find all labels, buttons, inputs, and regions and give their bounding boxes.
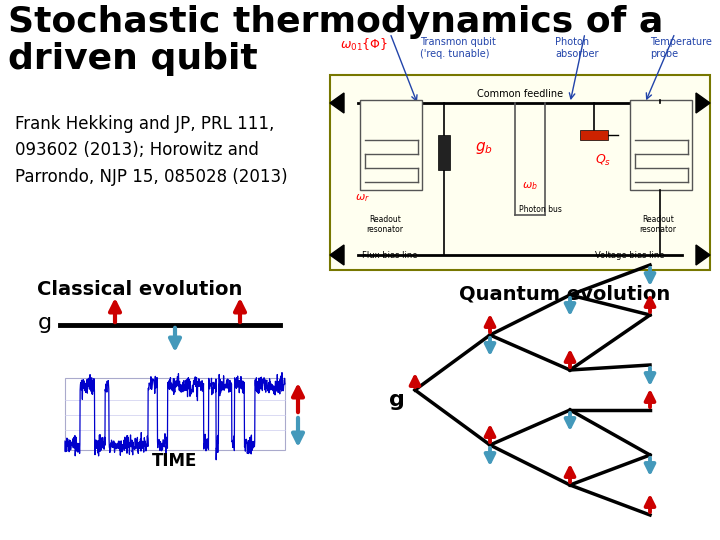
Bar (330, 75, 710, 270)
Bar (630, 100, 692, 190)
Text: Common feedline: Common feedline (477, 89, 563, 99)
Polygon shape (330, 245, 344, 265)
Text: Transmon qubit
('req. tunable): Transmon qubit ('req. tunable) (420, 37, 496, 59)
Polygon shape (330, 93, 344, 113)
Bar (65, 378, 285, 450)
Bar (360, 100, 422, 190)
Text: $\omega_b$: $\omega_b$ (522, 180, 538, 192)
Text: Readout
resonator: Readout resonator (639, 215, 677, 234)
Text: Readout
resonator: Readout resonator (366, 215, 403, 234)
Text: Quantum evolution: Quantum evolution (459, 285, 670, 304)
Text: $\omega_{01}\{\Phi\}$: $\omega_{01}\{\Phi\}$ (340, 37, 388, 53)
Text: Voltage bias line: Voltage bias line (595, 251, 665, 260)
Polygon shape (696, 245, 710, 265)
Text: driven qubit: driven qubit (8, 42, 258, 76)
Text: $Q_s$: $Q_s$ (595, 153, 611, 168)
Text: $\omega_r$: $\omega_r$ (355, 192, 370, 204)
Text: Classical evolution: Classical evolution (37, 280, 243, 299)
Text: Photon
absorber: Photon absorber (555, 37, 598, 59)
Text: Photon bus: Photon bus (518, 205, 562, 214)
Text: g: g (389, 390, 405, 410)
Polygon shape (696, 93, 710, 113)
Bar (438, 135, 450, 170)
Text: g: g (38, 313, 52, 333)
Text: $g_b$: $g_b$ (475, 140, 493, 156)
Text: Flux bias line: Flux bias line (362, 251, 418, 260)
Text: Temperature
probe: Temperature probe (650, 37, 712, 59)
Text: Stochastic thermodynamics of a: Stochastic thermodynamics of a (8, 5, 663, 39)
Text: Frank Hekking and JP, PRL 111,
093602 (2013); Horowitz and
Parrondo, NJP 15, 085: Frank Hekking and JP, PRL 111, 093602 (2… (15, 115, 287, 186)
Bar (580, 130, 608, 140)
Text: TIME: TIME (153, 452, 198, 470)
